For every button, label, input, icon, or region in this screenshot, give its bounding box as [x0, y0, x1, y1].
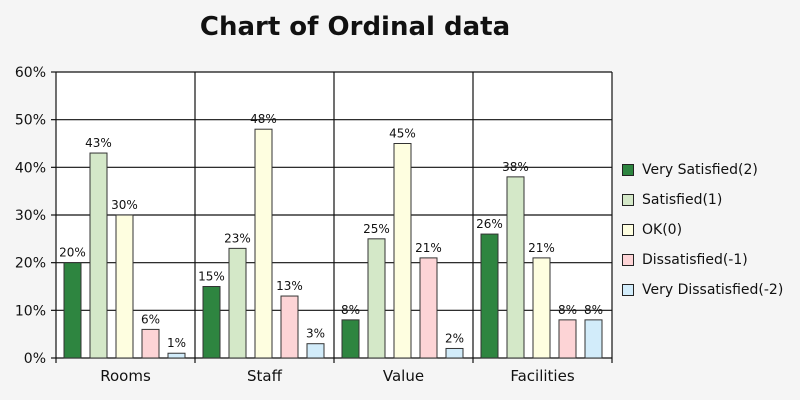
bar-very-dissatisfied-2--rooms: [167, 352, 186, 359]
data-label: 8%: [341, 303, 360, 317]
bar-very-satisfied-2--facilities: [480, 233, 499, 359]
bar-satisfied-1--value: [367, 238, 386, 359]
bar-satisfied-1--facilities: [506, 176, 525, 359]
bar-very-dissatisfied-2--value: [445, 347, 464, 359]
data-label: 26%: [476, 217, 503, 231]
data-label: 23%: [224, 231, 251, 245]
legend-label: Very Dissatisfied(-2): [642, 282, 784, 298]
bar-dissatisfied-1--rooms: [141, 328, 160, 359]
data-label: 30%: [111, 198, 138, 212]
bar-ok-0--staff: [254, 128, 273, 359]
legend-item: Very Satisfied(2): [622, 155, 783, 185]
legend-swatch: [622, 254, 634, 266]
y-tick-label: 60%: [15, 65, 46, 81]
data-label: 2%: [445, 331, 464, 345]
data-label: 45%: [389, 127, 416, 141]
bar-ok-0--rooms: [115, 214, 134, 359]
legend: Very Satisfied(2) Satisfied(1) OK(0) Dissat…: [622, 155, 783, 305]
legend-item: Satisfied(1): [622, 185, 783, 215]
y-tick-label: 10%: [15, 303, 46, 319]
bar-ok-0--facilities: [532, 257, 551, 359]
legend-label: Very Satisfied(2): [642, 162, 758, 178]
data-label: 20%: [59, 246, 86, 260]
bar-very-dissatisfied-2--facilities: [584, 319, 603, 359]
data-label: 21%: [415, 241, 442, 255]
legend-swatch: [622, 284, 634, 296]
bar-dissatisfied-1--value: [419, 257, 438, 359]
legend-label: OK(0): [642, 222, 683, 238]
x-category-label: Rooms: [100, 367, 151, 385]
bar-very-satisfied-2--value: [341, 319, 360, 359]
chart-title: Chart of Ordinal data: [199, 12, 511, 42]
data-label: 43%: [85, 136, 112, 150]
bar-satisfied-1--staff: [228, 247, 247, 359]
legend-item: OK(0): [622, 215, 783, 245]
legend-item: Dissatisfied(-1): [622, 245, 783, 275]
legend-swatch: [622, 224, 634, 236]
data-label: 48%: [250, 112, 277, 126]
legend-swatch: [622, 164, 634, 176]
bar-ok-0--value: [393, 143, 412, 359]
legend-swatch: [622, 194, 634, 206]
x-category-label: Facilities: [510, 367, 574, 385]
data-label: 21%: [528, 241, 555, 255]
legend-item: Very Dissatisfied(-2): [622, 275, 783, 305]
y-tick-label: 0%: [24, 351, 46, 367]
bar-satisfied-1--rooms: [89, 152, 108, 359]
y-tick-label: 20%: [15, 256, 46, 272]
data-label: 13%: [276, 279, 303, 293]
data-label: 3%: [306, 327, 325, 341]
data-label: 1%: [167, 336, 186, 350]
bar-very-satisfied-2--staff: [202, 286, 221, 359]
y-tick-label: 40%: [15, 160, 46, 176]
x-category-label: Value: [383, 367, 424, 385]
bar-very-dissatisfied-2--staff: [306, 343, 325, 359]
data-label: 25%: [363, 222, 390, 236]
data-label: 15%: [198, 270, 225, 284]
y-tick-label: 50%: [15, 113, 46, 129]
y-tick-label: 30%: [15, 208, 46, 224]
bar-dissatisfied-1--facilities: [558, 319, 577, 359]
data-label: 6%: [141, 312, 160, 326]
data-label: 8%: [584, 303, 603, 317]
legend-label: Satisfied(1): [642, 192, 723, 208]
x-category-label: Staff: [247, 367, 283, 385]
data-label: 8%: [558, 303, 577, 317]
legend-label: Dissatisfied(-1): [642, 252, 748, 268]
bar-dissatisfied-1--staff: [280, 295, 299, 359]
data-label: 38%: [502, 160, 529, 174]
bar-very-satisfied-2--rooms: [63, 262, 82, 359]
